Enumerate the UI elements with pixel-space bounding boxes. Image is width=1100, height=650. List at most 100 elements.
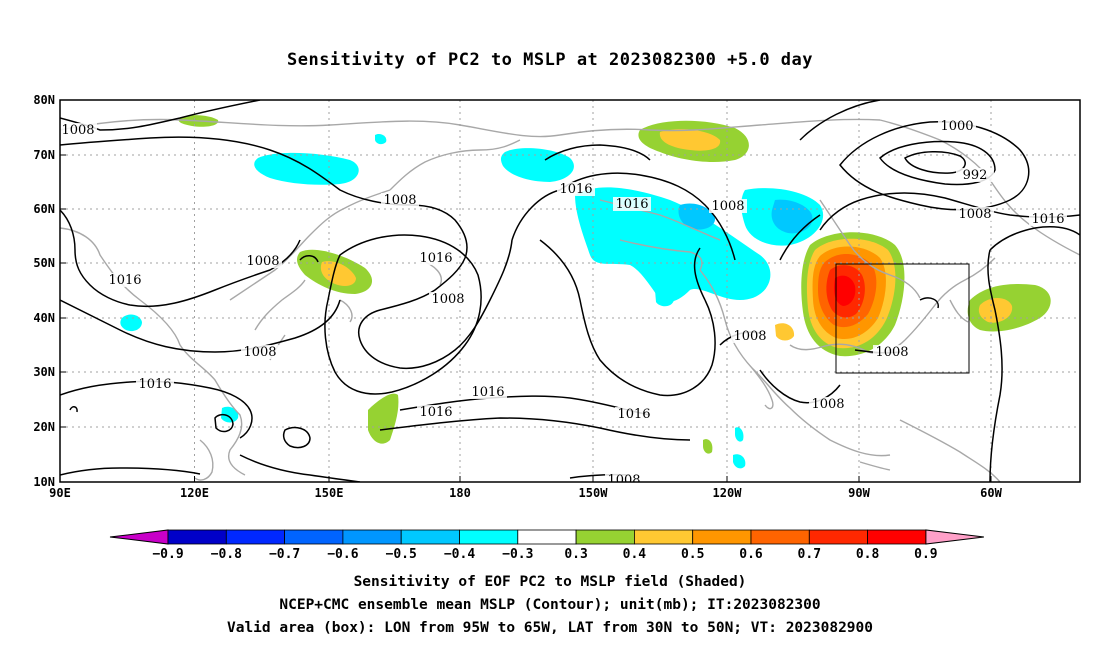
contour-label: 1016	[108, 273, 141, 288]
neg-patch-small-3	[655, 287, 675, 307]
contour-label: 1008	[243, 345, 276, 360]
contour-label-bg	[809, 397, 847, 411]
lat-label: 10N	[33, 475, 55, 489]
contour-label-bg	[605, 473, 643, 482]
contour-label-bg	[106, 273, 144, 287]
pos-patch-small-a	[775, 323, 795, 341]
colorbar-swatch	[517, 529, 577, 545]
lon-label: 120E	[180, 486, 209, 500]
contour-label: 1008	[431, 292, 464, 307]
caption-line-3: Valid area (box): LON from 95W to 65W, L…	[226, 620, 873, 636]
contour-label-bg	[956, 168, 994, 182]
colorbar-label: −0.3	[502, 547, 533, 562]
colorbar-label: 0.6	[739, 547, 763, 562]
colorbar-label: 0.5	[681, 547, 704, 562]
colorbar-swatch	[575, 529, 635, 545]
neg-patch-small-5	[735, 427, 744, 442]
colorbar-swatch	[867, 529, 927, 545]
contour-label-bg	[557, 182, 595, 196]
colorbar-label: −0.4	[444, 547, 475, 562]
neg-patch-small-4	[733, 454, 746, 469]
contour-label: 1016	[138, 377, 171, 392]
contour-label-bg	[469, 385, 507, 399]
contour-label-bg	[731, 329, 769, 343]
contour-labels: 1008 1016 1008 1016 1008 1016 1008 1016 1016 1016…	[60, 119, 1067, 488]
colorbar-label: 0.3	[564, 547, 587, 562]
pos-patch-kamchatka-inner	[320, 261, 356, 286]
contour-label: 1016	[471, 385, 504, 400]
contour-label-bg	[417, 405, 455, 419]
pos-patch-pacific-south	[368, 393, 399, 444]
colorbar-label: 0.8	[856, 547, 880, 562]
colorbar-swatch	[634, 529, 694, 545]
lat-label: 60N	[33, 202, 55, 216]
contour-label: 1008	[958, 207, 991, 222]
contour-label-bg	[615, 407, 653, 421]
colorbar-swatch	[459, 529, 519, 545]
pos-patch-main-core	[833, 275, 856, 306]
contour-label: 1008	[246, 254, 279, 269]
lon-label: 90E	[49, 486, 71, 500]
lat-label: 70N	[33, 148, 55, 162]
contour-label: 1008	[607, 473, 640, 488]
colorbar-label: −0.6	[327, 547, 358, 562]
colorbar-swatch	[750, 529, 810, 545]
colorbar-label: 0.4	[623, 547, 647, 562]
neg-patch-alaska-inner	[678, 203, 716, 230]
contour-label-bg	[1029, 212, 1067, 226]
pos-patch-small-b	[703, 439, 713, 454]
contour-label-bg	[956, 207, 994, 221]
contour-label: 992	[963, 168, 988, 183]
colorbar-swatch	[225, 529, 286, 545]
colorbar-swatch	[692, 529, 752, 545]
colorbar-swatch	[808, 529, 868, 545]
colorbar-label: −0.7	[269, 547, 300, 562]
lon-label: 120W	[713, 486, 743, 500]
colorbar-swatch	[342, 529, 402, 545]
contour-label: 1016	[419, 405, 452, 420]
colorbar-label: −0.8	[211, 547, 242, 562]
contour-label: 1008	[733, 329, 766, 344]
neg-patch-canada-inner	[771, 199, 813, 234]
colorbar-label: −0.9	[152, 547, 183, 562]
contour-label: 1008	[383, 193, 416, 208]
mslp-contours	[60, 100, 1080, 482]
contour-label-bg	[136, 377, 174, 391]
plot-frame	[59, 99, 1081, 483]
plot-area: 1008 1016 1008 1016 1008 1016 1008 1016 1016 1016…	[60, 100, 1080, 488]
lat-label: 50N	[33, 256, 55, 270]
colorbar-min-triangle	[109, 529, 169, 545]
lon-label: 60W	[980, 486, 1002, 500]
contour-label-bg	[613, 197, 651, 211]
lon-label: 150W	[579, 486, 609, 500]
lat-label: 20N	[33, 420, 55, 434]
contour-label: 1008	[711, 199, 744, 214]
lat-label: 30N	[33, 365, 55, 379]
contour-label-bg	[241, 345, 279, 359]
contour-label: 1016	[615, 197, 648, 212]
contour-label-bg	[938, 119, 976, 133]
colorbar-label: −0.5	[386, 547, 417, 562]
shaded-sensitivity	[120, 115, 1051, 469]
neg-patch-asia	[254, 152, 359, 185]
pos-patch-arctic-inner	[659, 129, 721, 151]
contour-label-bg	[381, 193, 419, 207]
grid	[60, 100, 1080, 482]
lon-label: 90W	[848, 486, 870, 500]
colorbar-label: 0.9	[914, 547, 937, 562]
contour-label: 1016	[419, 251, 452, 266]
contour-label: 1008	[875, 345, 908, 360]
contour-label-bg	[709, 199, 747, 213]
colorbar-swatch	[284, 529, 344, 545]
contour-label: 1016	[1031, 212, 1064, 227]
contour-label: 1016	[559, 182, 592, 197]
neg-patch-small-1	[120, 314, 142, 332]
contour-label: 1016	[617, 407, 650, 422]
lon-axis-labels: 90E 120E 150E 180 150W 120W 90W 60W	[49, 486, 1002, 500]
neg-patch-small-2	[221, 406, 239, 423]
contour-label-bg	[244, 254, 282, 268]
caption-line-2: NCEP+CMC ensemble mean MSLP (Contour); u…	[279, 597, 821, 613]
lon-label: 180	[449, 486, 471, 500]
colorbar-max-triangle	[925, 529, 984, 545]
